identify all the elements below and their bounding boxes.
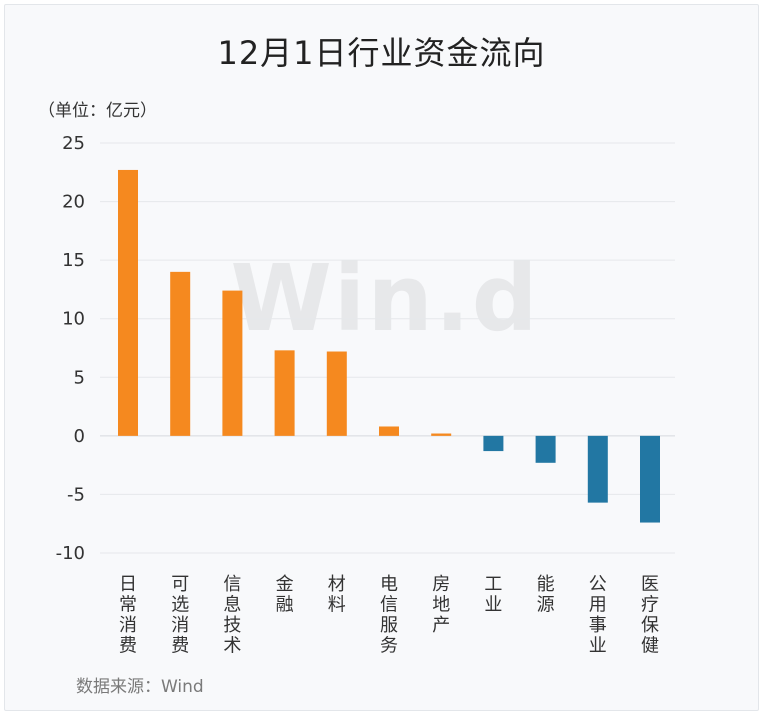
watermark: Win.d — [230, 245, 539, 352]
y-tick-label: -10 — [56, 543, 85, 564]
x-tick-label: 电信服务 — [380, 574, 398, 657]
bar — [483, 435, 504, 452]
gridlines — [100, 142, 675, 554]
x-tick-label: 工业 — [484, 574, 502, 616]
y-tick-label: 5 — [74, 367, 85, 388]
y-axis: 25 20 15 10 5 0 -5 -10 — [56, 133, 85, 564]
x-tick-label: 金融 — [276, 574, 294, 616]
bar — [431, 433, 452, 436]
x-tick-label: 能源 — [537, 574, 555, 616]
x-tick-label: 日常消费 — [119, 574, 137, 657]
x-tick-label: 材料 — [328, 574, 346, 616]
bar — [326, 351, 347, 436]
bar — [170, 271, 191, 436]
chart-title: 12月1日行业资金流向 — [217, 34, 546, 72]
bar — [379, 426, 399, 436]
x-tick-label: 信息技术 — [223, 574, 241, 657]
y-tick-label: 15 — [62, 250, 85, 271]
x-tick-label: 房地产 — [432, 574, 450, 636]
x-tick-label: 医疗保健 — [641, 574, 659, 657]
bar — [587, 435, 608, 503]
y-tick-label: 0 — [74, 426, 85, 447]
y-tick-label: 10 — [62, 309, 85, 330]
bar — [274, 350, 295, 436]
bars — [118, 169, 660, 523]
x-tick-label: 可选消费 — [171, 574, 189, 657]
bar — [535, 435, 556, 463]
unit-label: （单位：亿元） — [38, 101, 157, 121]
source-note: 数据来源：Wind — [76, 677, 204, 697]
bar — [222, 290, 243, 436]
x-tick-label: 公用事业 — [589, 574, 607, 657]
y-tick-label: 20 — [62, 192, 85, 213]
bar — [640, 435, 660, 523]
y-tick-label: 25 — [62, 133, 85, 154]
bar — [118, 169, 138, 436]
y-tick-label: -5 — [67, 484, 85, 505]
